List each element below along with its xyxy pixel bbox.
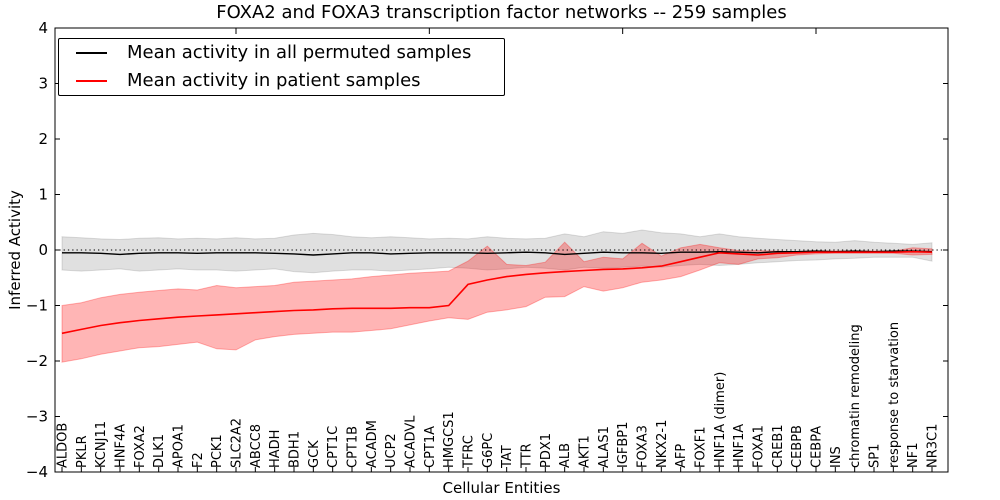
x-tick-label: CPT1C: [326, 426, 341, 468]
x-tick-label: TAT: [500, 445, 515, 469]
x-tick-label: PKLR: [75, 435, 90, 468]
x-tick-label: FOXA2: [133, 425, 148, 468]
x-tick-label: ACADVL: [404, 415, 419, 468]
y-axis-tick-labels: 4 3 2 1 0 −1 −2 −3 −4: [26, 19, 48, 481]
x-tick-label: ACADM: [365, 420, 380, 468]
y-tick-label: 4: [38, 19, 48, 37]
x-tick-label: chromatin remodeling: [848, 324, 863, 468]
x-tick-label: TTR: [520, 443, 535, 469]
x-tick-label: ALAS1: [597, 426, 612, 468]
permuted-line-sample: [76, 52, 107, 54]
x-tick-label: NR3C1: [926, 424, 941, 468]
x-tick-label: NF1: [906, 443, 921, 468]
x-tick-label: response to starvation: [887, 322, 902, 468]
x-axis-top-ticks: [235, 28, 817, 34]
y-tick-label: −2: [26, 352, 48, 370]
y-tick-label: 1: [38, 186, 48, 204]
y-tick-label: −3: [26, 408, 48, 426]
y-tick-label: −1: [26, 297, 48, 315]
x-tick-label: TFRC: [462, 435, 477, 469]
y-tick-label: 2: [38, 130, 48, 148]
x-tick-label: PDX1: [539, 433, 554, 468]
x-tick-label: SLC2A2: [230, 418, 245, 468]
chart-title: FOXA2 and FOXA3 transcription factor net…: [216, 2, 787, 23]
patient-mean-line: [61, 250, 933, 335]
x-tick-label: CEBPA: [810, 426, 825, 468]
x-tick-label: KCNJ11: [94, 421, 109, 468]
patient-line-sample: [76, 80, 107, 82]
permuted-confidence-band: [61, 229, 933, 274]
legend-label-permuted: Mean activity in all permuted samples: [127, 42, 472, 63]
x-tick-label: G6PC: [481, 433, 496, 468]
x-tick-label: ABCC8: [249, 424, 264, 468]
x-tick-label: CEBPB: [790, 425, 805, 468]
x-axis-tick-labels: ALDOB PKLR KCNJ11 HNF4A FOXA2 DLK1 APOA1 F2 PCK1…: [56, 322, 941, 469]
x-tick-label: DLK1: [152, 434, 167, 468]
x-tick-label: CREB1: [771, 424, 786, 468]
legend-label-patient: Mean activity in patient samples: [127, 70, 421, 91]
x-tick-label: FOXA1: [752, 425, 767, 468]
y-axis-label: Inferred Activity: [6, 190, 24, 310]
x-tick-label: HNF1A: [732, 424, 747, 468]
x-tick-label: UCP2: [384, 433, 399, 468]
x-tick-label: AFP: [674, 444, 689, 468]
y-axis-ticks: [55, 27, 948, 473]
x-tick-label: F2: [191, 452, 206, 468]
x-tick-label: SP1: [868, 444, 883, 468]
permuted-mean-line: [62, 250, 933, 256]
x-tick-label: ALDOB: [56, 423, 71, 468]
x-axis-ticks: [61, 467, 933, 472]
legend: Mean activity in all permuted samples Me…: [58, 38, 505, 96]
x-tick-label: PCK1: [210, 434, 225, 468]
x-tick-label: BDH1: [288, 431, 303, 468]
x-tick-label: IGFBP1: [616, 422, 631, 468]
legend-entry-permuted: Mean activity in all permuted samples: [59, 39, 504, 67]
x-tick-label: CPT1B: [346, 426, 361, 468]
patient-confidence-band: [61, 241, 933, 363]
x-tick-label: CPT1A: [423, 426, 438, 468]
x-tick-label: NKX2-1: [655, 420, 670, 468]
x-tick-label: FOXA3: [636, 425, 651, 468]
x-tick-label: INS: [829, 446, 844, 468]
x-tick-label: HNF4A: [114, 424, 129, 468]
x-tick-label: HADH: [268, 430, 283, 468]
x-tick-label: GCK: [307, 440, 322, 468]
x-tick-label: ALB: [558, 443, 573, 468]
y-tick-label: −4: [26, 463, 48, 481]
legend-entry-patient: Mean activity in patient samples: [59, 67, 504, 95]
y-tick-label: 3: [38, 75, 48, 93]
x-tick-label: APOA1: [172, 424, 187, 468]
x-tick-label: FOXF1: [694, 426, 709, 468]
x-axis-label: Cellular Entities: [442, 479, 561, 497]
x-tick-label: HNF1A (dimer): [713, 372, 728, 468]
x-tick-label: HMGCS1: [442, 411, 457, 468]
x-tick-label: AKT1: [578, 435, 593, 468]
y-tick-label: 0: [38, 241, 48, 259]
